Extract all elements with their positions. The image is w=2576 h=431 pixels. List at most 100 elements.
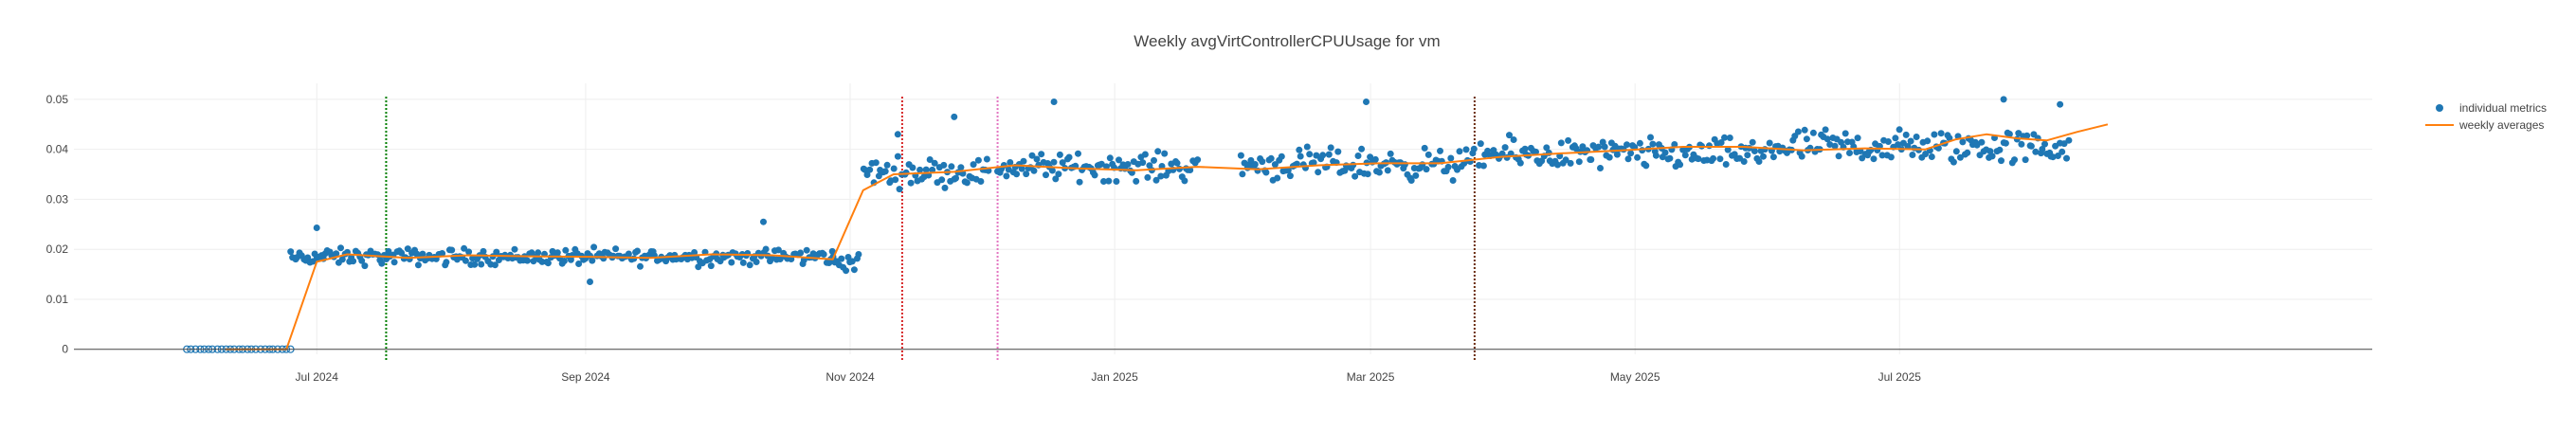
data-point (637, 262, 644, 270)
data-point (2039, 146, 2046, 153)
data-point (1841, 130, 1849, 137)
data-point (1003, 172, 1010, 180)
data-point (1826, 141, 1834, 148)
data-point (1846, 150, 1853, 156)
data-point (1931, 131, 1938, 138)
data-point (634, 247, 641, 255)
data-point (625, 250, 632, 258)
data-point (350, 258, 357, 265)
data-point (1176, 165, 1183, 172)
x-tick-label: Mar 2025 (1347, 370, 1395, 384)
data-point (1050, 99, 1058, 105)
data-point (2005, 131, 2013, 137)
data-point (1100, 178, 1107, 185)
data-point (1801, 126, 1808, 134)
data-point (2023, 132, 2031, 139)
data-point (916, 166, 924, 173)
data-point (630, 255, 638, 262)
data-point (1354, 153, 1362, 159)
data-point (1470, 145, 1478, 153)
data-point (909, 164, 916, 171)
data-point (1950, 158, 1957, 166)
data-point (538, 258, 546, 265)
data-point (1271, 161, 1279, 169)
data-point (797, 249, 805, 257)
data-point (2059, 148, 2066, 155)
data-point (1671, 141, 1678, 148)
data-point (1444, 163, 1452, 171)
data-point (1717, 139, 1725, 146)
data-point (590, 243, 598, 251)
data-point (404, 245, 411, 253)
data-point (523, 257, 531, 264)
data-point (419, 250, 426, 258)
data-point (896, 186, 903, 193)
data-point (707, 262, 715, 270)
data-point (1278, 153, 1285, 160)
data-point (2060, 140, 2068, 148)
data-point (1319, 152, 1327, 159)
data-point (1043, 171, 1049, 179)
data-point (1247, 156, 1255, 164)
data-point (1506, 132, 1513, 139)
data-point (1892, 135, 1899, 142)
data-point (1554, 161, 1561, 169)
data-point (1913, 134, 1920, 140)
x-tick-label: Sep 2024 (561, 370, 610, 384)
data-point (1286, 172, 1294, 180)
data-point (1896, 126, 1903, 134)
data-point (398, 249, 406, 257)
data-point (358, 257, 366, 264)
x-tick-label: May 2025 (1610, 370, 1660, 384)
data-point (1284, 167, 1292, 174)
data-point (2018, 140, 2025, 148)
data-point (940, 161, 948, 169)
data-point (1052, 175, 1060, 183)
data-point (938, 176, 946, 184)
data-point (1946, 135, 1953, 142)
data-point (1755, 158, 1763, 165)
data-point (881, 168, 889, 175)
data-point (1152, 176, 1160, 184)
data-point (907, 179, 915, 187)
data-point (1749, 138, 1756, 146)
data-point (1769, 153, 1777, 161)
data-point (746, 261, 753, 269)
x-tick-label: Jan 2025 (1091, 370, 1138, 384)
data-point (1262, 169, 1270, 176)
data-point (970, 161, 977, 169)
data-point (1237, 152, 1244, 159)
data-point (1710, 154, 1717, 162)
data-point (1835, 153, 1842, 160)
data-point (776, 256, 784, 262)
data-point (1716, 155, 1724, 163)
data-point (1351, 172, 1359, 180)
data-point (1760, 153, 1767, 160)
data-point (1744, 152, 1751, 159)
data-point (941, 184, 949, 191)
data-point (1091, 171, 1098, 179)
data-point (1303, 143, 1311, 151)
data-point (378, 260, 386, 267)
data-point (1038, 151, 1045, 158)
weekly-averages-line (226, 123, 2109, 350)
data-point (1371, 155, 1379, 163)
data-point (848, 258, 856, 265)
data-point (1076, 178, 1083, 186)
data-point (957, 164, 965, 171)
data-point (2041, 140, 2048, 148)
data-point (390, 259, 398, 266)
data-point (1902, 131, 1910, 138)
legend-marker-individual-metrics (2436, 104, 2443, 112)
data-point (1854, 135, 1861, 142)
data-point (1105, 177, 1113, 185)
y-tick-label: 0.05 (46, 93, 69, 106)
plot-background (74, 83, 2372, 354)
data-point (1516, 159, 1524, 167)
data-point (1652, 152, 1660, 159)
data-point (1809, 129, 1817, 136)
legend-label-weekly-averages: weekly averages (2458, 118, 2544, 132)
data-point (1477, 140, 1484, 148)
data-point (1922, 151, 1930, 157)
